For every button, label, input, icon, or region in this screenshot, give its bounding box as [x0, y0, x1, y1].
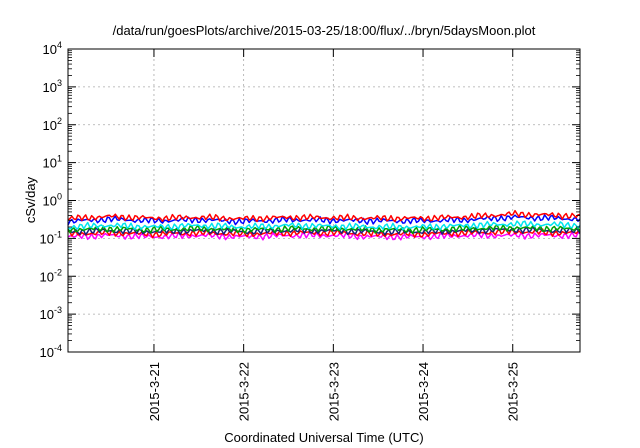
- y-tick-label: 103: [43, 78, 62, 95]
- y-tick-label: 104: [43, 40, 62, 57]
- x-tick-label: 2015-3-25: [506, 362, 521, 421]
- x-tick-label: 2015-3-22: [237, 362, 252, 421]
- series-line: [67, 226, 581, 236]
- x-axis: 2015-3-21 2015-3-22 2015-3-23 2015-3-24 2015…: [147, 49, 521, 421]
- series-group: [67, 209, 581, 241]
- x-tick-label: 2015-3-23: [326, 362, 341, 421]
- y-tick-label: 100: [43, 192, 62, 209]
- y-tick-label: 102: [43, 116, 62, 133]
- series-line: [67, 214, 581, 226]
- chart-title: /data/run/goesPlots/archive/2015-03-25/1…: [113, 23, 536, 38]
- y-axis: 10-4 10-3 10-2 10-1 100 101 102 103 104: [40, 40, 580, 360]
- series-line: [67, 220, 581, 231]
- x-axis-label: Coordinated Universal Time (UTC): [224, 430, 423, 445]
- y-tick-label: 10-3: [40, 305, 62, 322]
- grid: [68, 49, 580, 352]
- x-tick-label: 2015-3-24: [416, 362, 431, 421]
- y-axis-label: cSv/day: [23, 176, 38, 223]
- y-tick-label: 10-4: [40, 343, 62, 360]
- y-tick-label: 101: [43, 154, 62, 171]
- y-tick-label: 10-1: [40, 229, 62, 246]
- series-line: [67, 224, 581, 235]
- x-tick-label: 2015-3-21: [147, 362, 162, 421]
- y-tick-label: 10-2: [40, 267, 62, 284]
- series-line: [67, 209, 581, 223]
